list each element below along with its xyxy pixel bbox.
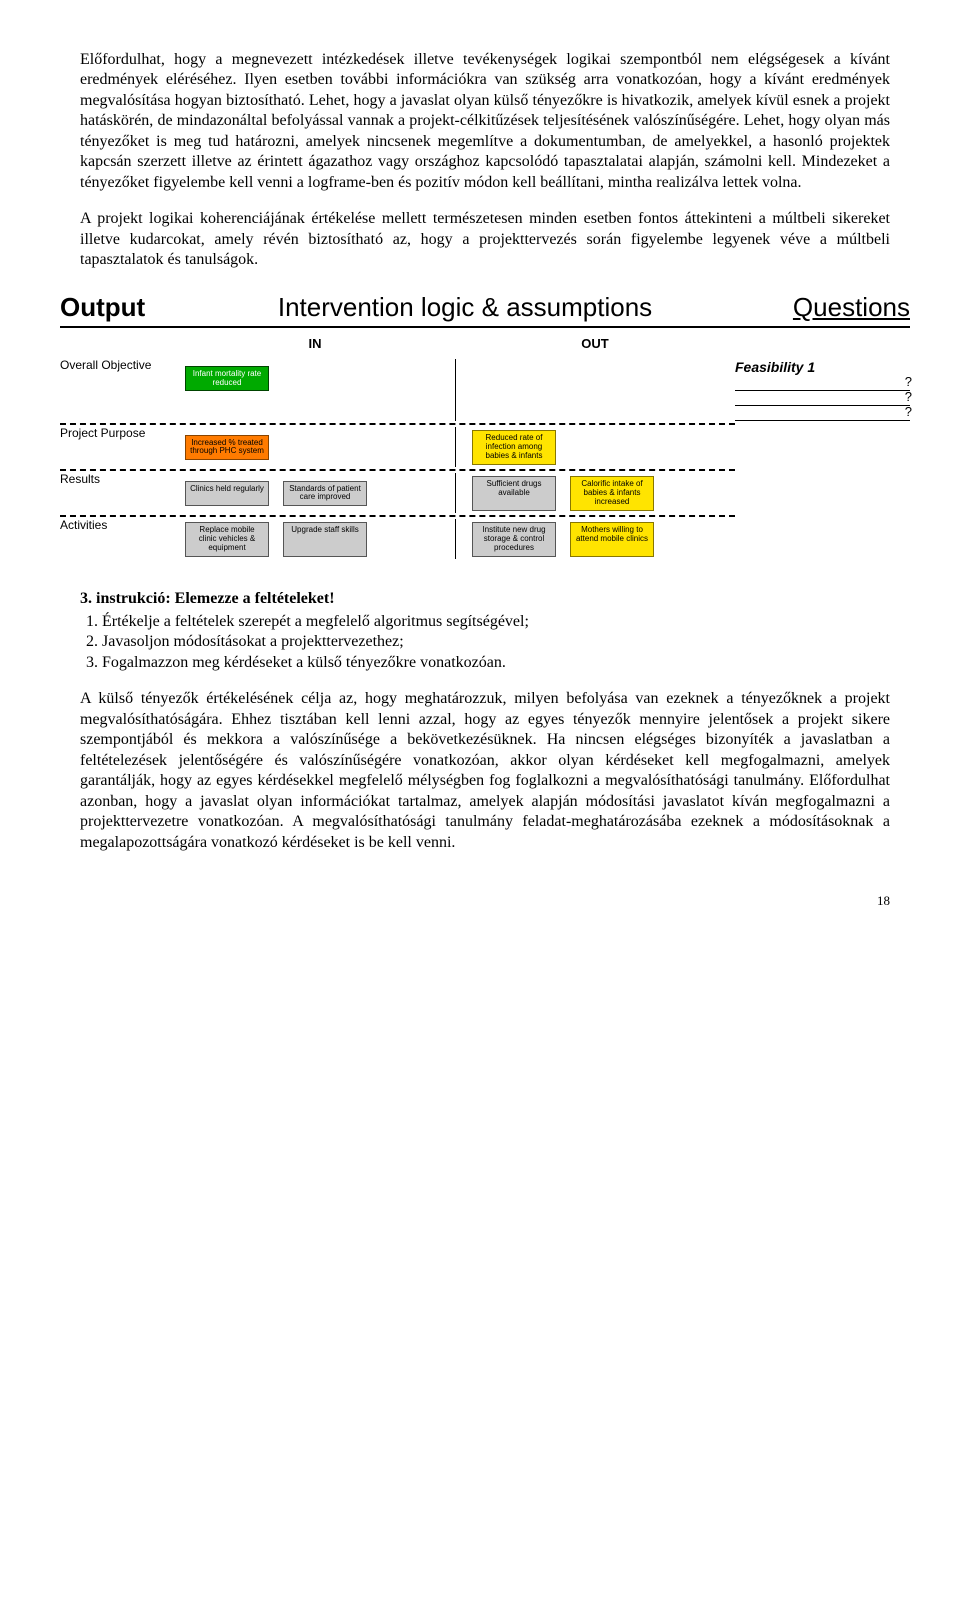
label-in: IN <box>175 336 455 353</box>
logic-box: Mothers willing to attend mobile clinics <box>570 522 654 556</box>
page-number: 18 <box>80 893 890 910</box>
diagram-rule <box>60 326 910 328</box>
instruction-item: Javasoljon módosításokat a projekttervez… <box>102 632 890 652</box>
feasibility-line <box>735 376 910 391</box>
instruction-item: Fogalmazzon meg kérdéseket a külső ténye… <box>102 653 890 673</box>
diagram-header-center: Intervention logic & assumptions <box>190 291 740 324</box>
logic-box: Sufficient drugs available <box>472 476 556 510</box>
feasibility-panel: Feasibility 1 <box>735 359 910 422</box>
paragraph-1: Előfordulhat, hogy a megnevezett intézke… <box>80 50 890 193</box>
feasibility-title: Feasibility 1 <box>735 359 910 377</box>
instruction-title: 3. instrukció: Elemezze a feltételeket! <box>80 589 890 609</box>
diagram-row: Project Purpose Increased % treated throu… <box>60 427 910 467</box>
row-separator <box>60 423 735 425</box>
logic-box: Increased % treated through PHC system <box>185 435 269 461</box>
row-label: Project Purpose <box>60 427 175 440</box>
instruction-item: Értékelje a feltételek szerepét a megfel… <box>102 612 890 632</box>
diagram-row: Activities Replace mobile clinic vehicles… <box>60 519 910 559</box>
logic-box: Reduced rate of infection among babies &… <box>472 430 556 464</box>
logic-box: Clinics held regularly <box>185 481 269 507</box>
label-out: OUT <box>455 336 735 353</box>
diagram-header-questions: Questions <box>740 291 910 324</box>
feasibility-line <box>735 391 910 406</box>
paragraph-2: A projekt logikai koherenciájának értéke… <box>80 209 890 270</box>
logic-diagram: Output Intervention logic & assumptions … <box>60 291 910 560</box>
logic-box: Standards of patient care improved <box>283 481 367 507</box>
logic-box: Upgrade staff skills <box>283 522 367 556</box>
row-label: Overall Objective <box>60 359 175 372</box>
logic-box: Replace mobile clinic vehicles & equipme… <box>185 522 269 556</box>
paragraph-3: A külső tényezők értékelésének célja az,… <box>80 689 890 853</box>
row-separator <box>60 469 735 471</box>
logic-box: Infant mortality rate reduced <box>185 366 269 392</box>
row-separator <box>60 515 735 517</box>
row-label: Activities <box>60 519 175 532</box>
instruction-list: Értékelje a feltételek szerepét a megfel… <box>80 612 890 673</box>
logic-box: Calorific intake of babies & infants inc… <box>570 476 654 510</box>
diagram-row: Overall Objective Infant mortality rate r… <box>60 359 910 422</box>
diagram-header-output: Output <box>60 291 190 324</box>
row-label: Results <box>60 473 175 486</box>
feasibility-line <box>735 406 910 421</box>
logic-box: Institute new drug storage & control pro… <box>472 522 556 556</box>
diagram-row: Results Clinics held regularly Standards o… <box>60 473 910 513</box>
